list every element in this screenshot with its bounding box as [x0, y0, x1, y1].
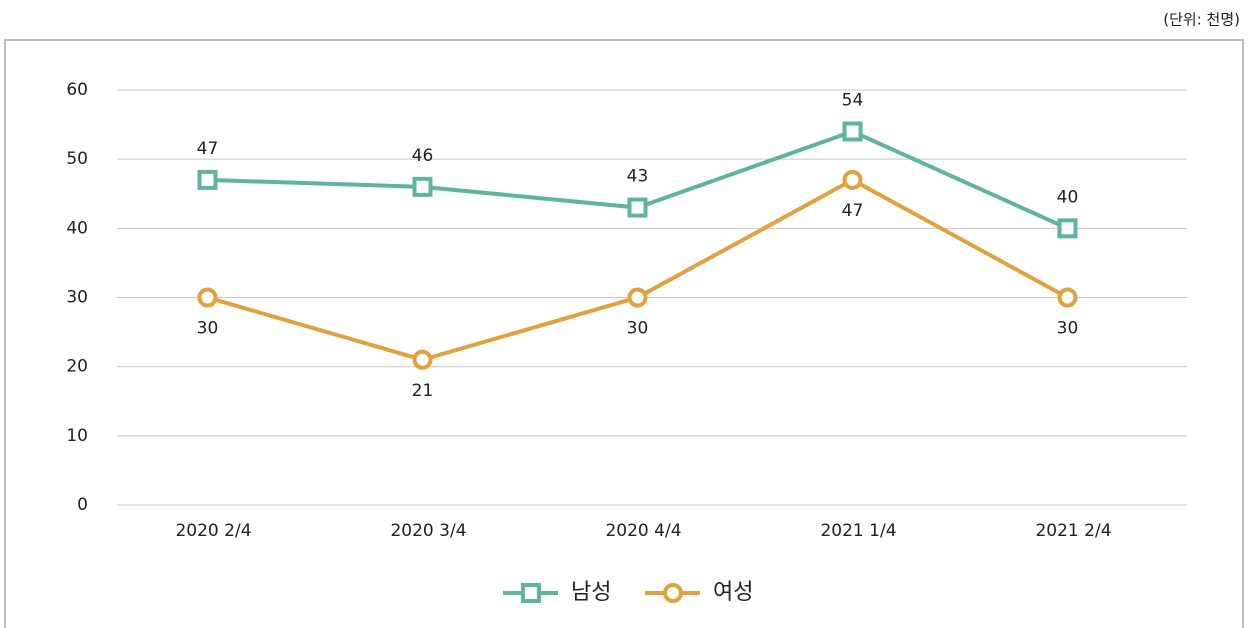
data-label: 47 — [842, 201, 864, 221]
y-tick-label: 0 — [77, 495, 88, 515]
data-point — [1057, 287, 1078, 308]
data-label: 30 — [197, 319, 219, 339]
chart-frame — [4, 39, 1244, 628]
data-point — [1057, 218, 1078, 239]
data-label: 30 — [1057, 319, 1079, 339]
x-tick-label: 2020 4/4 — [605, 521, 681, 541]
data-point — [627, 197, 648, 218]
x-tick-label: 2020 2/4 — [175, 521, 251, 541]
data-label: 47 — [197, 139, 219, 159]
data-label: 21 — [412, 381, 434, 401]
data-label: 40 — [1057, 187, 1079, 207]
data-point — [197, 287, 218, 308]
legend-marker — [521, 583, 541, 603]
y-tick-label: 60 — [66, 80, 88, 100]
y-tick-label: 40 — [66, 218, 88, 238]
legend-label: 여성 — [713, 580, 753, 605]
data-label: 30 — [627, 319, 649, 339]
data-point — [842, 121, 863, 142]
data-point — [842, 169, 863, 190]
legend-marker — [663, 583, 683, 603]
data-point — [412, 349, 433, 370]
y-tick-label: 10 — [66, 426, 88, 446]
x-tick-label: 2020 3/4 — [390, 521, 466, 541]
data-point — [627, 287, 648, 308]
legend-label: 남성 — [571, 580, 611, 605]
x-tick-label: 2021 1/4 — [820, 521, 896, 541]
y-tick-label: 20 — [66, 357, 88, 377]
data-label: 46 — [412, 146, 434, 166]
data-label: 43 — [627, 167, 649, 187]
y-tick-label: 50 — [66, 149, 88, 169]
data-label: 54 — [842, 91, 864, 111]
data-point — [412, 176, 433, 197]
data-point — [197, 169, 218, 190]
y-tick-label: 30 — [66, 288, 88, 308]
unit-label: (단위: 천명) — [1163, 11, 1240, 29]
x-tick-label: 2021 2/4 — [1035, 521, 1111, 541]
